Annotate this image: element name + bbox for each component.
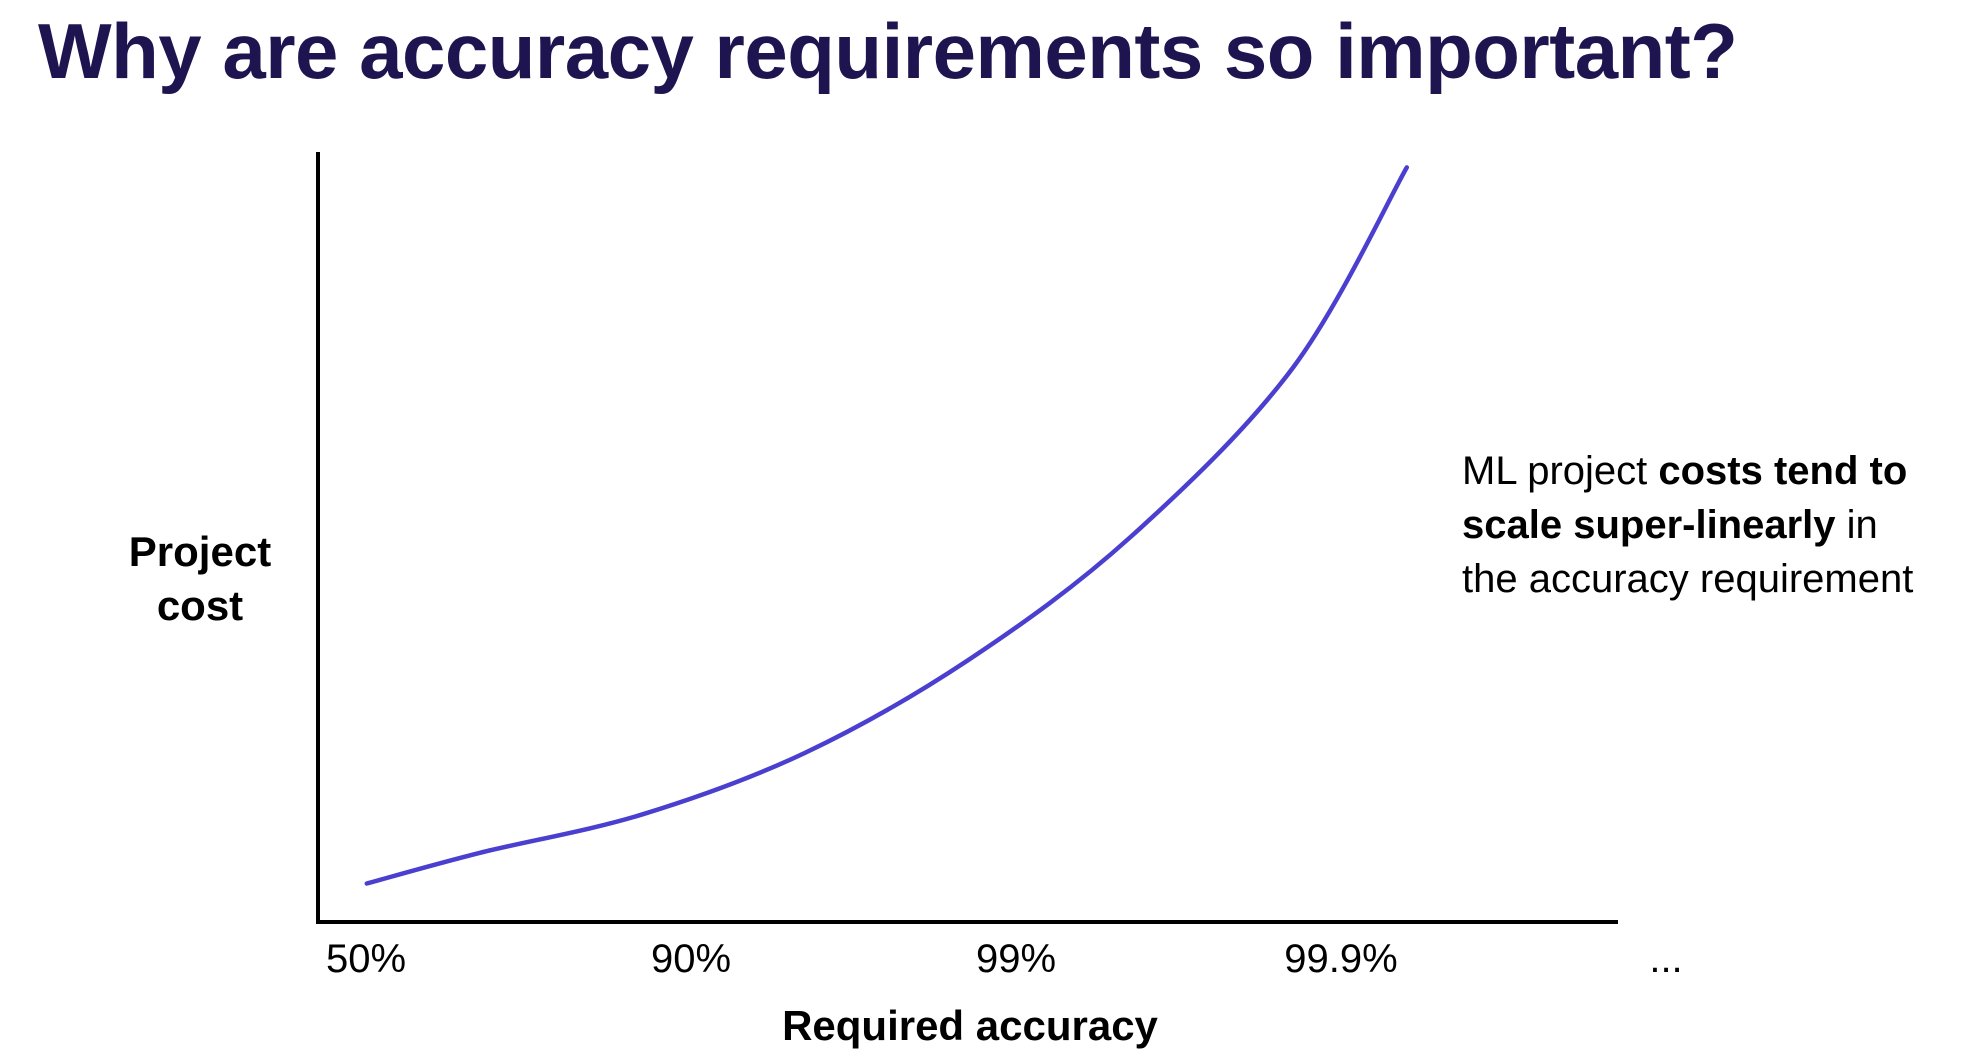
x-tick-label: 90% bbox=[651, 937, 731, 981]
annotation-part-1: ML project bbox=[1462, 449, 1659, 493]
annotation-part-2: in the accuracy requirement bbox=[1462, 503, 1914, 601]
y-axis-label-line-1: Project bbox=[129, 528, 271, 575]
x-tick-label: 50% bbox=[326, 937, 406, 981]
x-tick-label: ... bbox=[1649, 937, 1682, 981]
slide-title: Why are accuracy requirements so importa… bbox=[38, 7, 1738, 95]
x-tick-label: 99% bbox=[976, 937, 1056, 981]
x-tick-labels: 50% 90% 99% 99.9%... bbox=[326, 937, 1683, 981]
y-axis-label-line-2: cost bbox=[157, 582, 243, 629]
annotation-bold: costs tend to scale super-linearly bbox=[1462, 449, 1908, 547]
x-tick-label: 99.9% bbox=[1284, 937, 1397, 981]
annotation-text: ML project costs tend to scale super-lin… bbox=[1462, 444, 1942, 606]
cost-curve-line bbox=[364, 165, 1410, 886]
x-axis-label: Required accuracy bbox=[782, 1002, 1158, 1049]
